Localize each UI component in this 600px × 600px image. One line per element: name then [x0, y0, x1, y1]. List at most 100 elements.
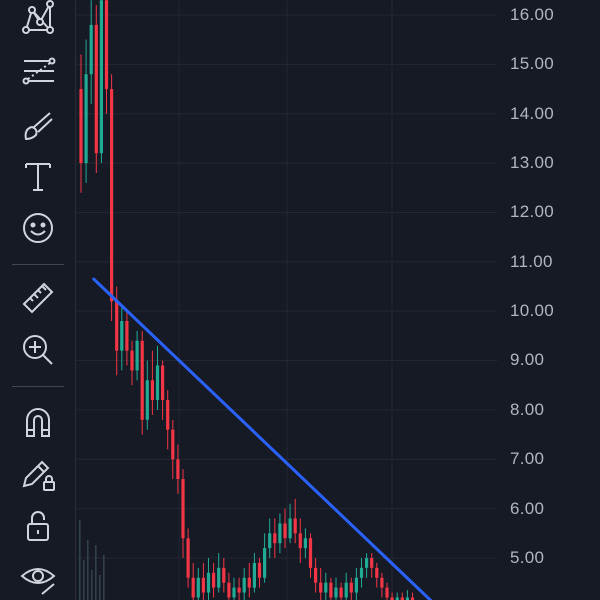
candle-body: [242, 577, 246, 593]
volume-bar: [99, 575, 101, 600]
candle-body: [257, 562, 262, 578]
candle-body: [171, 429, 175, 460]
unlock-icon: [27, 511, 49, 541]
candle-body: [145, 380, 149, 420]
candle-body: [206, 572, 211, 593]
price-axis[interactable]: 16.00 15.00 14.00 13.00 12.00 11.00 10.0…: [497, 0, 600, 600]
candle-body: [354, 577, 358, 593]
candle-body: [99, 0, 103, 154]
price-label: 7.00: [510, 449, 545, 468]
candle-body: [293, 518, 297, 534]
candle-body: [125, 321, 129, 351]
candle-body: [375, 567, 379, 578]
candle-body: [344, 582, 348, 598]
brush-tool-button[interactable]: [13, 103, 63, 147]
brush-icon: [24, 112, 53, 141]
candle-body: [268, 533, 272, 549]
candle-body: [334, 587, 338, 598]
magnet-icon: [26, 408, 50, 437]
candle-body: [273, 533, 277, 544]
volume-bar: [79, 520, 81, 600]
emoji-tool-button[interactable]: [13, 206, 63, 250]
candle-body: [359, 567, 364, 578]
candle-body: [339, 587, 343, 598]
candle-body: [181, 479, 185, 539]
candle-body: [84, 74, 88, 164]
candle-body: [308, 538, 313, 568]
volume-bar: [91, 570, 93, 600]
zoom-in-tool-button[interactable]: [13, 328, 63, 372]
candle-body: [232, 587, 236, 598]
price-label: 8.00: [510, 400, 545, 419]
volume-bar: [95, 545, 97, 600]
candle-body: [161, 365, 165, 401]
candle-body: [130, 350, 134, 371]
price-label: 13.00: [510, 153, 555, 172]
candle-body: [79, 89, 83, 164]
candle-body: [166, 400, 170, 430]
volume-bar: [87, 540, 89, 600]
candle-body: [370, 558, 374, 568]
price-label: 16.00: [510, 5, 555, 24]
candle-body: [324, 582, 328, 593]
ruler-icon: [22, 282, 54, 314]
candle-body: [140, 340, 144, 420]
candle-body: [201, 577, 205, 593]
magnet-tool-button[interactable]: [13, 400, 63, 444]
candle-body: [196, 577, 200, 598]
trendline: [92, 277, 433, 600]
fib-levels-icon: [22, 57, 56, 85]
toolbar-divider: [12, 386, 64, 387]
measure-tool-button[interactable]: [13, 276, 63, 320]
candle-body: [283, 523, 287, 539]
price-label: 10.00: [510, 301, 555, 320]
candlestick-chart[interactable]: [77, 0, 497, 600]
candle-body: [314, 567, 318, 583]
candle-body: [278, 523, 282, 544]
pencil-lock-icon: [22, 460, 55, 491]
price-label: 11.00: [510, 252, 553, 271]
candle-body: [110, 89, 114, 302]
candle-body: [298, 533, 302, 549]
candle-body: [400, 597, 404, 600]
candle-body: [390, 597, 394, 600]
candle-body: [150, 380, 154, 401]
candle-body: [212, 572, 216, 588]
candle-body: [227, 582, 231, 598]
lock-all-tool-button[interactable]: [13, 504, 63, 548]
price-label: 6.00: [510, 499, 545, 518]
prediction-tool-button[interactable]: [13, 49, 63, 93]
lock-drawings-tool-button[interactable]: [13, 452, 63, 496]
candle-body: [115, 301, 119, 351]
toolbar-divider: [12, 264, 64, 265]
hide-drawings-tool-button[interactable]: [13, 554, 63, 598]
smiley-icon: [23, 213, 53, 243]
candle-body: [247, 577, 251, 588]
candle-body: [288, 518, 292, 539]
eye-icon: [20, 568, 56, 595]
candle-body: [222, 567, 226, 583]
volume-bar: [83, 560, 85, 600]
volume-bar: [103, 555, 105, 600]
text-T-icon: [25, 163, 51, 191]
zoom-in-icon: [23, 335, 53, 365]
price-label: 5.00: [510, 548, 545, 567]
candle-body: [365, 558, 369, 568]
price-label: 12.00: [510, 202, 555, 221]
text-tool-button[interactable]: [13, 154, 63, 198]
price-label: 9.00: [510, 350, 545, 369]
price-label: 14.00: [510, 104, 555, 123]
candle-body: [385, 587, 389, 598]
candle-body: [120, 321, 124, 351]
candle-body: [263, 548, 267, 578]
candle-body: [155, 365, 160, 401]
candle-body: [94, 24, 98, 154]
candle-body: [329, 582, 333, 598]
chart-pane[interactable]: [77, 0, 497, 600]
candle-body: [349, 582, 353, 593]
pattern-tool-button[interactable]: [13, 0, 63, 40]
candle-body: [395, 597, 399, 600]
candle-body: [303, 538, 307, 549]
candle-body: [405, 597, 409, 600]
xabcd-pattern-icon: [22, 0, 54, 34]
